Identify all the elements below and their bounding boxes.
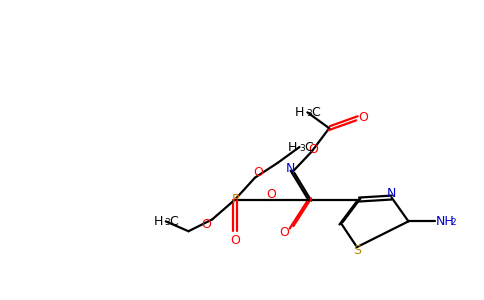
Text: 2: 2 xyxy=(450,218,455,227)
Text: O: O xyxy=(280,226,289,239)
Text: P: P xyxy=(231,193,239,206)
Text: H: H xyxy=(153,215,163,228)
Text: C: C xyxy=(304,140,313,154)
Text: O: O xyxy=(358,111,368,124)
Text: O: O xyxy=(266,188,276,201)
Text: NH: NH xyxy=(436,215,455,228)
Text: O: O xyxy=(201,218,212,231)
Text: N: N xyxy=(387,187,396,200)
Text: C: C xyxy=(170,215,179,228)
Text: 3: 3 xyxy=(165,218,170,227)
Text: O: O xyxy=(230,234,240,247)
Text: O: O xyxy=(308,142,318,155)
Text: H: H xyxy=(295,106,304,119)
Text: H: H xyxy=(288,140,298,154)
Text: S: S xyxy=(353,244,361,256)
Text: N: N xyxy=(286,162,295,175)
Text: C: C xyxy=(311,106,320,119)
Text: 3: 3 xyxy=(300,144,305,153)
Text: 3: 3 xyxy=(306,110,312,118)
Text: O: O xyxy=(253,166,263,179)
